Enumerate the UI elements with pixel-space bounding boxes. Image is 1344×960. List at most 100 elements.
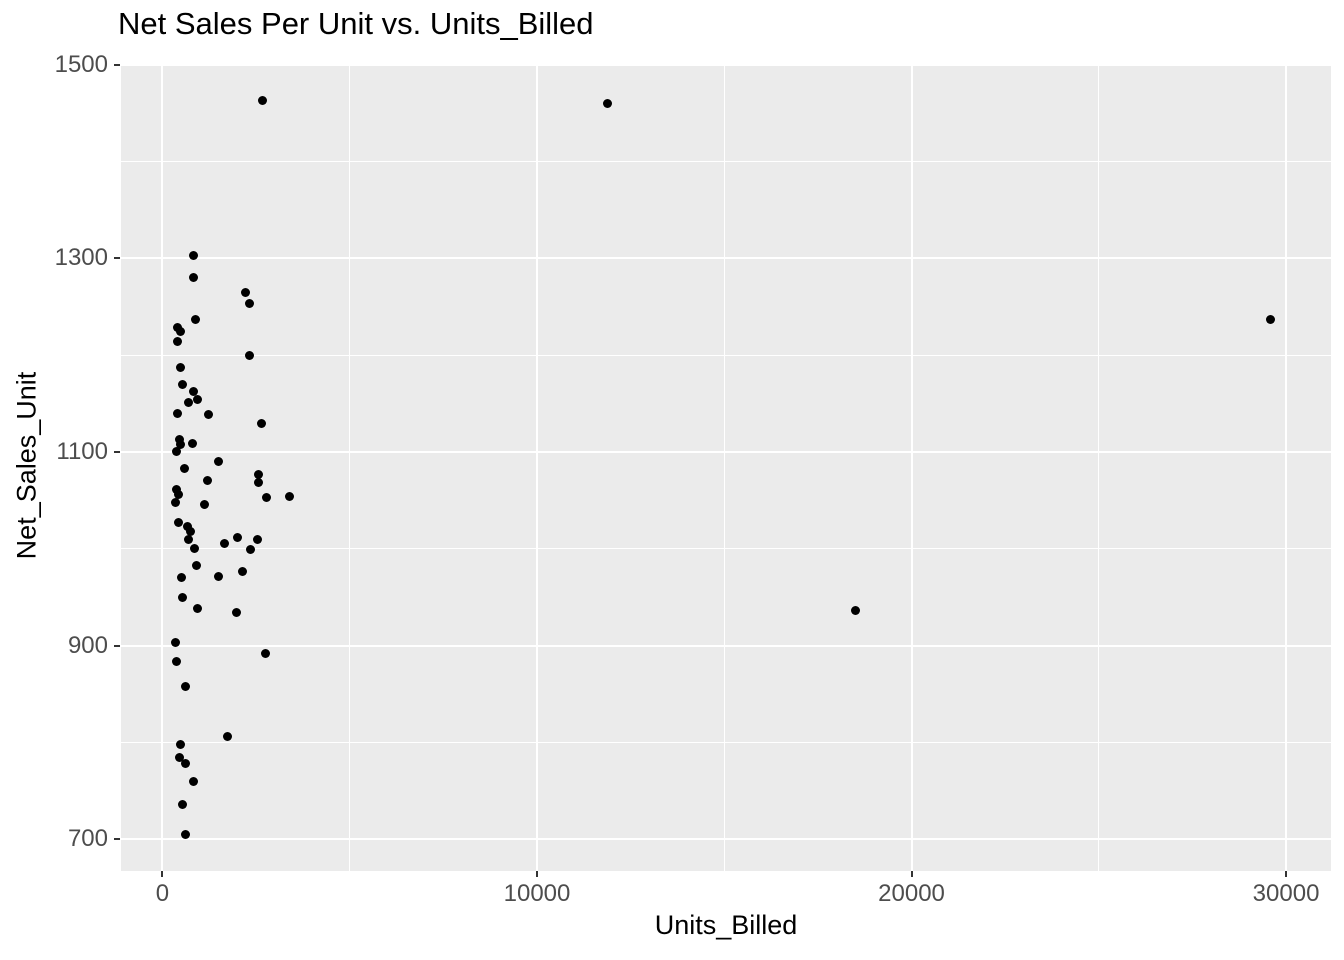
plot-panel [121,63,1331,871]
data-point [172,657,182,667]
data-point [193,604,203,614]
data-point [178,379,188,389]
y-axis-tick-label: 1100 [56,438,108,466]
y-axis-tick-label: 1500 [54,50,108,78]
data-point [191,314,201,324]
data-point [189,273,199,283]
data-point [179,463,189,473]
y-axis-tick-label: 700 [67,825,108,853]
data-point [178,592,188,602]
data-point [246,545,256,555]
x-axis-tick-mark [536,871,539,877]
y-axis-tick-mark [114,63,120,66]
minor-gridline-vertical [723,64,725,871]
data-point [254,469,264,479]
data-point [219,539,229,549]
data-point [189,776,199,786]
data-point [180,759,190,769]
data-point [184,398,194,408]
data-point [214,572,224,582]
x-axis-tick-label: 20000 [878,880,945,907]
y-axis-tick-mark [114,838,120,841]
minor-gridline-horizontal [121,161,1331,163]
data-point [174,490,184,500]
data-point [190,544,200,554]
x-axis-tick-mark [1285,871,1288,877]
minor-gridline-horizontal [121,548,1331,550]
data-point [254,477,264,487]
data-point [245,350,255,360]
x-axis-tick-mark [910,871,913,877]
x-axis-tick-label: 0 [155,880,170,907]
data-point [174,753,184,763]
data-point [232,608,242,618]
data-point [214,457,224,467]
data-point [200,499,210,509]
data-point [188,438,198,448]
plot-title: Net Sales Per Unit vs. Units_Billed [118,6,594,41]
data-point [244,298,254,308]
major-gridline-vertical [910,64,913,871]
data-point [285,492,295,502]
data-point [176,326,186,336]
data-point [181,829,191,839]
data-point [172,408,182,418]
x-axis-tick-label: 10000 [503,880,571,907]
x-axis-tick-label: 30000 [1252,880,1320,907]
data-point [602,99,612,109]
y-axis-tick-mark [114,451,120,454]
data-point [1265,314,1275,324]
data-point [185,526,195,536]
data-point [174,434,184,444]
data-point [172,446,182,456]
data-point [850,606,860,616]
data-point [192,560,202,570]
major-gridline-vertical [1285,64,1288,871]
major-gridline-horizontal [121,838,1331,841]
data-point [188,386,198,396]
data-point [204,409,214,419]
major-gridline-horizontal [121,451,1331,454]
data-point [233,532,243,542]
y-axis-tick-label: 900 [67,631,108,659]
x-axis-tick-mark [161,871,164,877]
minor-gridline-vertical [349,64,351,871]
minor-gridline-vertical [1098,64,1100,871]
data-point [253,534,263,544]
data-point [178,799,188,809]
data-point [176,573,186,583]
major-gridline-horizontal [121,257,1331,260]
data-point [188,251,198,261]
data-point [176,363,186,373]
data-point [183,522,193,532]
data-point [171,497,181,507]
data-point [222,732,232,741]
data-point [258,96,268,106]
data-point [192,395,202,405]
data-point [172,485,182,495]
data-point [172,337,182,347]
y-axis-tick-label: 1300 [54,244,108,272]
data-point [261,648,271,658]
data-point [184,534,194,544]
data-point [203,475,213,485]
data-point [174,518,184,528]
major-gridline-horizontal [121,644,1331,647]
data-point [176,739,186,749]
major-gridline-vertical [161,64,164,871]
minor-gridline-horizontal [121,354,1331,356]
y-axis-tick-mark [114,257,120,260]
x-axis-title: Units_Billed [654,910,798,940]
major-gridline-horizontal [121,63,1331,66]
data-point [171,638,181,648]
y-axis-tick-mark [114,644,120,647]
data-point [262,492,272,502]
data-point [176,439,186,449]
data-point [181,681,191,691]
y-axis-title-text: Net_Sales_Unit [11,371,42,560]
minor-gridline-horizontal [121,741,1331,743]
data-point [256,419,266,429]
data-point [238,566,248,576]
major-gridline-vertical [536,64,539,871]
